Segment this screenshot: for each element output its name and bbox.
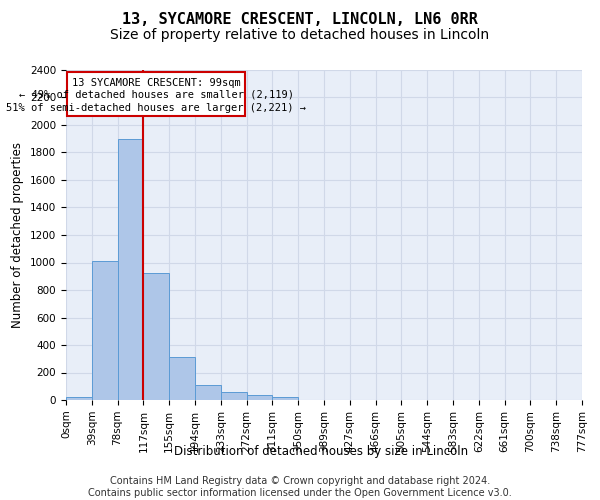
Bar [66,397,92,400]
Y-axis label: Number of detached properties: Number of detached properties [11,142,25,328]
FancyBboxPatch shape [67,72,245,116]
Text: ← 49% of detached houses are smaller (2,119): ← 49% of detached houses are smaller (2,… [19,90,294,100]
Text: Distribution of detached houses by size in Lincoln: Distribution of detached houses by size … [174,444,468,458]
Text: 13 SYCAMORE CRESCENT: 99sqm: 13 SYCAMORE CRESCENT: 99sqm [72,78,241,88]
Bar [247,395,272,400]
Bar [195,385,221,400]
Text: 13, SYCAMORE CRESCENT, LINCOLN, LN6 0RR: 13, SYCAMORE CRESCENT, LINCOLN, LN6 0RR [122,12,478,28]
Bar [272,397,298,400]
Bar [118,138,143,400]
Bar [143,274,169,400]
Bar [169,356,195,400]
Text: Contains HM Land Registry data © Crown copyright and database right 2024.
Contai: Contains HM Land Registry data © Crown c… [88,476,512,498]
Text: Size of property relative to detached houses in Lincoln: Size of property relative to detached ho… [110,28,490,42]
Bar [92,261,118,400]
Bar [221,392,247,400]
Text: 51% of semi-detached houses are larger (2,221) →: 51% of semi-detached houses are larger (… [7,103,307,113]
